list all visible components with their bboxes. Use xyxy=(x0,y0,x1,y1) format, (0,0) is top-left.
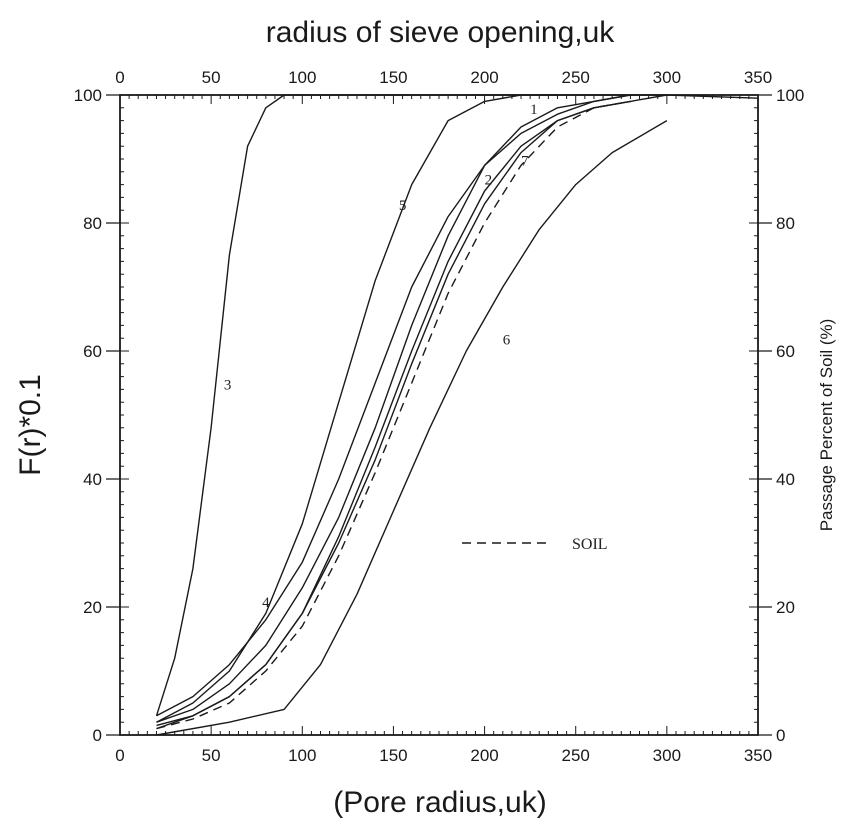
curve-label-5: 5 xyxy=(399,198,407,214)
y-tick-label-left: 80 xyxy=(83,214,102,233)
y-tick-label-left: 20 xyxy=(83,598,102,617)
curve-label-6: 6 xyxy=(503,333,511,349)
y-tick-label-right: 40 xyxy=(776,470,795,489)
plot-frame xyxy=(119,94,759,736)
x-tick-label-top: 350 xyxy=(744,68,772,87)
x-tick-label-top: 100 xyxy=(288,68,316,87)
plot-border xyxy=(119,94,759,736)
y-tick-label-right: 60 xyxy=(776,342,795,361)
x-tick-label-top: 250 xyxy=(562,68,590,87)
curve-label-7: 7 xyxy=(521,153,529,169)
x-tick-label-bottom: 300 xyxy=(653,746,681,765)
legend: SOIL xyxy=(462,536,608,553)
x-tick-label-bottom: 50 xyxy=(202,746,221,765)
curve-3 xyxy=(155,94,759,717)
curve-label-3: 3 xyxy=(224,377,232,393)
x-tick-label-bottom: 100 xyxy=(288,746,316,765)
curve-label-4: 4 xyxy=(262,595,270,611)
x-tick-label-top: 150 xyxy=(379,68,407,87)
x-tick-label-top: 0 xyxy=(115,68,124,87)
y-tick-label-left: 40 xyxy=(83,470,102,489)
y-tick-label-right: 20 xyxy=(776,598,795,617)
curve-6 xyxy=(156,119,668,736)
y-tick-label-right: 80 xyxy=(776,214,795,233)
y-tick-label-left: 60 xyxy=(83,342,102,361)
y-axis-title: F(r)*0.1 xyxy=(14,374,47,476)
soil-curve xyxy=(156,100,631,730)
x-tick-label-bottom: 0 xyxy=(115,746,124,765)
curve-1 xyxy=(156,94,631,723)
curve-labels: 1 2 3 4 5 6 7 xyxy=(224,102,538,611)
curves xyxy=(155,94,759,736)
y-tick-label-right: 0 xyxy=(776,726,785,745)
x-tick-label-top: 300 xyxy=(653,68,681,87)
right-axis-title: Passage Percent of Soil (%) xyxy=(817,319,836,532)
x-tick-label-bottom: 150 xyxy=(379,746,407,765)
major-tick-stubs xyxy=(106,94,772,736)
x-tick-label-bottom: 250 xyxy=(562,746,590,765)
x-tick-label-top: 200 xyxy=(470,68,498,87)
curve-4 xyxy=(156,94,631,717)
y-tick-label-right: 100 xyxy=(776,86,804,105)
curve-7 xyxy=(156,100,631,730)
curve-label-1: 1 xyxy=(530,102,538,118)
x-tick-label-bottom: 200 xyxy=(470,746,498,765)
tick-labels: 0050501001001501502002002502503003003503… xyxy=(74,68,805,765)
y-tick-label-left: 100 xyxy=(74,86,102,105)
curve-5 xyxy=(156,94,558,723)
curve-label-2: 2 xyxy=(485,173,493,189)
legend-soil-label: SOIL xyxy=(572,536,608,553)
top-axis-title: radius of sieve opening,uk xyxy=(266,16,616,49)
y-tick-label-left: 0 xyxy=(93,726,102,745)
axis-ticks xyxy=(106,94,772,736)
curve-2 xyxy=(156,94,668,727)
x-tick-label-bottom: 350 xyxy=(744,746,772,765)
minor-ticks xyxy=(119,94,759,736)
x-axis-title: (Pore radius,uk) xyxy=(333,786,546,819)
x-tick-label-top: 50 xyxy=(202,68,221,87)
